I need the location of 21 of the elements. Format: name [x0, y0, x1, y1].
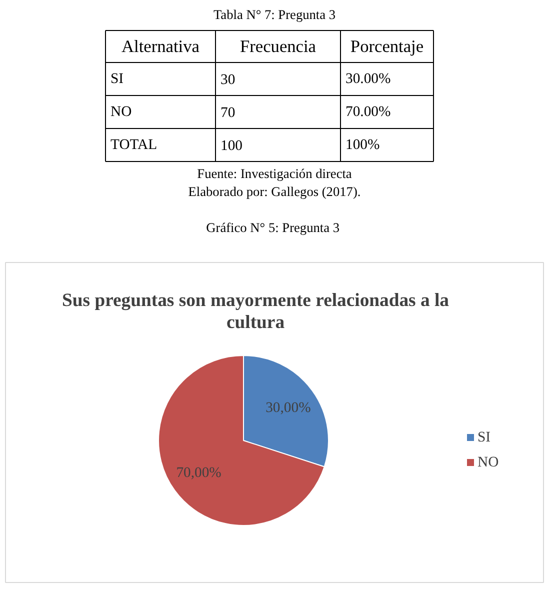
text: Alternativa — [122, 37, 200, 56]
source-note: Fuente: Investigación directa — [197, 166, 352, 181]
text: Gráfico N° 5: Pregunta 3 — [206, 220, 340, 235]
text: 70 — [220, 105, 236, 121]
text: 70.00% — [346, 104, 391, 120]
text: Tabla N° 7: Pregunta 3 — [213, 7, 336, 22]
data-label: 70,00% — [176, 464, 222, 481]
text: Elaborado por: Gallegos (2017). — [188, 184, 361, 199]
legend-label: NO — [478, 454, 499, 470]
text: SI — [110, 71, 124, 87]
text: 30.00% — [346, 71, 391, 87]
legend-label: SI — [478, 430, 491, 446]
data-label: 30,00% — [266, 400, 311, 416]
text: TOTAL — [110, 137, 158, 153]
text: 100% — [346, 137, 380, 153]
text: 100 — [220, 138, 242, 154]
chart-title: Sus preguntas son mayormente relacionadas a la cultura — [62, 290, 450, 333]
text: 30 — [220, 72, 236, 88]
text: Frecuencia — [240, 37, 316, 56]
text: NO — [110, 104, 132, 120]
text: Porcentaje — [350, 37, 424, 56]
